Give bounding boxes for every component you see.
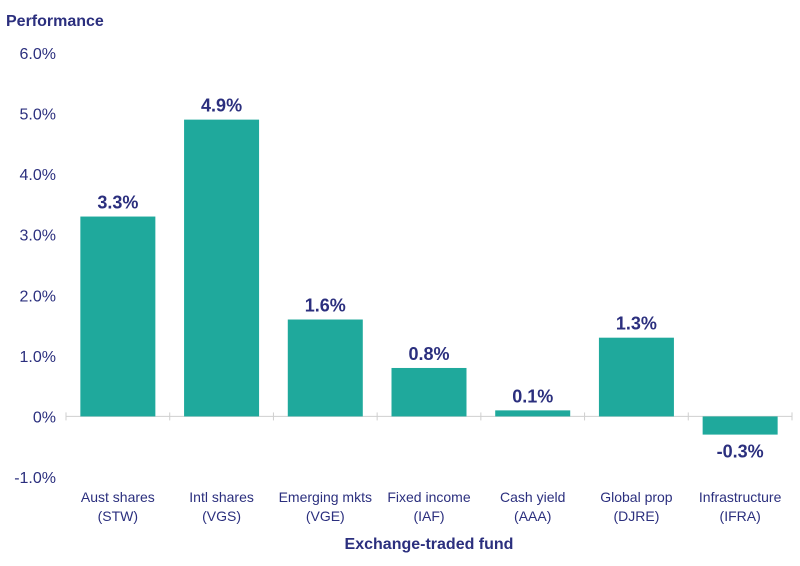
y-tick-label: 2.0% (20, 288, 56, 305)
y-tick-label: 6.0% (20, 46, 56, 63)
bar (391, 367, 467, 417)
category-label: Emerging mkts (279, 489, 372, 505)
y-tick-label: 1.0% (20, 349, 56, 366)
x-axis-title: Exchange-traded fund (345, 536, 514, 553)
data-label: 3.3% (97, 193, 138, 213)
y-axis: 6.0% 5.0% 4.0% 3.0% 2.0% 1.0% 0% -1.0% (14, 46, 56, 487)
category-ticker-label: (AAA) (514, 508, 551, 524)
category-ticker-label: (VGE) (306, 508, 345, 524)
category-label: Fixed income (387, 489, 470, 505)
data-label: -0.3% (717, 442, 764, 462)
y-axis-title: Performance (6, 13, 104, 30)
category-ticker-label: (VGS) (202, 508, 241, 524)
category-ticker-label: (IFRA) (720, 508, 761, 524)
bars-group (80, 119, 778, 435)
y-tick-label: 3.0% (20, 228, 56, 245)
category-label: Cash yield (500, 489, 565, 505)
category-ticker-label: (DJRE) (613, 508, 659, 524)
data-label: 1.3% (616, 314, 657, 334)
bar (495, 410, 571, 417)
category-ticker-label: (IAF) (413, 508, 444, 524)
data-label: 4.9% (201, 96, 242, 116)
bar (598, 337, 674, 417)
y-tick-label: 0% (33, 409, 56, 426)
category-label: Infrastructure (699, 489, 782, 505)
category-label: Intl shares (189, 489, 254, 505)
data-label: 1.6% (305, 296, 346, 316)
x-axis-categories: Aust shares (STW) Intl shares (VGS) Emerging… (81, 489, 782, 524)
bar (184, 119, 260, 417)
data-label: 0.1% (512, 386, 553, 406)
y-tick-label: 4.0% (20, 167, 56, 184)
data-label: 0.8% (408, 344, 449, 364)
category-label: Global prop (600, 489, 673, 505)
y-tick-label: 5.0% (20, 107, 56, 124)
category-ticker-label: (STW) (98, 508, 138, 524)
category-label: Aust shares (81, 489, 155, 505)
bar (702, 416, 778, 435)
data-labels-group: 3.3% 4.9% 1.6% 0.8% 0.1% 1.3% -0.3% (97, 96, 763, 462)
bar (80, 216, 156, 417)
y-tick-label: -1.0% (14, 470, 56, 487)
bar (287, 319, 363, 417)
